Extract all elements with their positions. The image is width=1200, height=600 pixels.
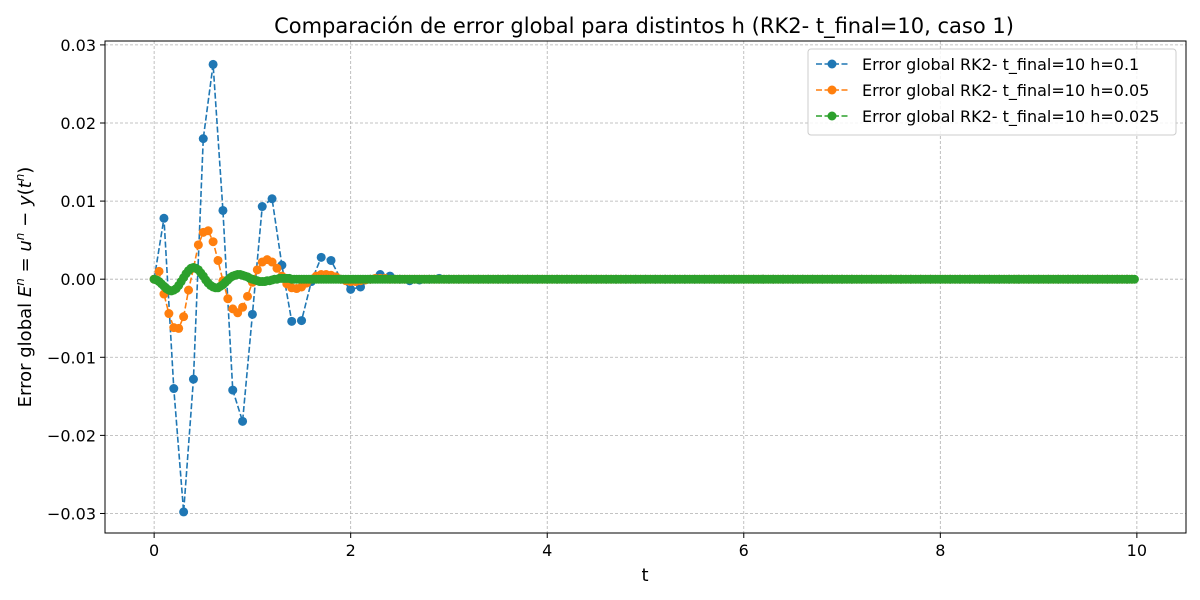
data-point [188, 374, 198, 384]
data-point [228, 385, 238, 395]
y-axis-label: Error global En = un − y(tn) [13, 167, 36, 408]
x-axis-label: t [641, 565, 648, 586]
y-tick-label: 0.02 [60, 114, 96, 133]
axis-ticks: 0 2 4 6 8 10 −0.03 −0.02 −0.01 0.00 0.01 0.02 0.03 [47, 36, 1147, 560]
x-tick-label: 2 [346, 541, 356, 560]
y-tick-label: 0.03 [60, 36, 96, 55]
legend: Error global RK2- t_final=10 h=0.1 Error … [807, 48, 1177, 136]
y-tick-label: 0.00 [60, 270, 96, 289]
data-point [346, 284, 356, 294]
legend-box [807, 48, 1177, 136]
x-tick-label: 10 [1127, 541, 1147, 560]
series-layer [149, 59, 1139, 517]
data-point [326, 255, 336, 265]
data-point [247, 309, 257, 319]
data-point [174, 323, 184, 333]
data-point [208, 59, 218, 69]
data-point [238, 302, 248, 312]
legend-item: Error global RK2- t_final=10 h=0.05 [816, 81, 1149, 101]
data-point [208, 237, 218, 247]
y-tick-label: −0.01 [47, 348, 96, 367]
data-point [316, 252, 326, 262]
data-point [154, 266, 164, 276]
data-point [267, 194, 277, 204]
data-point [223, 294, 233, 304]
data-point [267, 257, 277, 267]
data-point [272, 263, 282, 273]
y-tick-label: −0.03 [47, 504, 96, 523]
x-tick-label: 4 [542, 541, 552, 560]
data-point [203, 226, 213, 236]
data-point [179, 312, 189, 322]
data-point [164, 309, 174, 319]
data-point [159, 213, 169, 223]
legend-item: Error global RK2- t_final=10 h=0.1 [816, 55, 1139, 75]
data-point [287, 316, 297, 326]
data-point [243, 291, 252, 301]
data-point [238, 416, 248, 426]
chart-title: Comparación de error global para distint… [274, 14, 1014, 39]
data-point [193, 240, 203, 250]
data-point [252, 265, 262, 275]
series-3 [149, 262, 1139, 296]
plot-frame [104, 40, 1187, 534]
data-point [297, 316, 307, 326]
legend-marker [827, 59, 837, 69]
legend-item: Error global RK2- t_final=10 h=0.025 [816, 107, 1160, 127]
data-point [179, 507, 189, 517]
y-tick-label: −0.02 [47, 426, 96, 445]
legend-marker [827, 111, 837, 121]
data-point [257, 202, 267, 212]
data-point [213, 255, 223, 265]
x-tick-label: 8 [935, 541, 945, 560]
y-tick-label: 0.01 [60, 192, 96, 211]
legend-label: Error global RK2- t_final=10 h=0.05 [862, 81, 1149, 101]
legend-marker [827, 85, 837, 95]
x-tick-label: 6 [739, 541, 749, 560]
x-tick-label: 0 [149, 541, 159, 560]
data-point [1129, 274, 1139, 284]
legend-label: Error global RK2- t_final=10 h=0.1 [862, 55, 1139, 75]
data-point [169, 384, 179, 394]
data-point [184, 285, 194, 295]
data-point [198, 134, 208, 144]
data-point [218, 205, 228, 215]
legend-label: Error global RK2- t_final=10 h=0.025 [862, 107, 1160, 127]
